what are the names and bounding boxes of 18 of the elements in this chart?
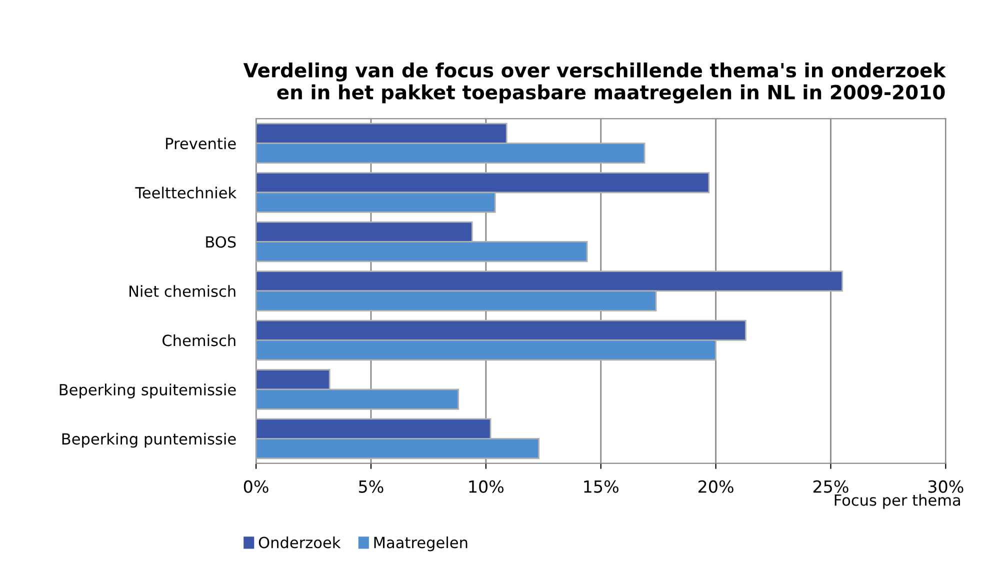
y-tick-label: BOS (206, 236, 236, 248)
y-tick-label: Preventie (166, 137, 236, 150)
x-tick-label: 5% (359, 480, 384, 493)
y-tick-label: Beperking puntemissie (62, 432, 236, 448)
y-tick-label: Teelttechniek (135, 186, 237, 199)
y-tick-label: Beperking spuitemissie (60, 384, 236, 398)
x-tick-label: 10% (469, 480, 504, 493)
y-tick-label: Chemisch (162, 334, 236, 346)
x-tick-label: 20% (698, 480, 734, 493)
x-axis-title: Focus per thema (834, 494, 960, 509)
x-tick-label: 30% (928, 480, 964, 493)
legend-label: Onderzoek (258, 536, 341, 548)
y-tick-label: Niet chemisch (130, 285, 236, 297)
chart-title: Verdeling van de focus over verschillende thema's in onderzoek en in het pakket toepasbare maatregelen in NL in 2009-2010 (243, 62, 946, 104)
x-tick-label: 25% (813, 480, 848, 493)
x-tick-label: 15% (584, 480, 618, 493)
x-tick-label: 0% (244, 480, 268, 493)
legend-label: Maatregelen (374, 536, 468, 552)
